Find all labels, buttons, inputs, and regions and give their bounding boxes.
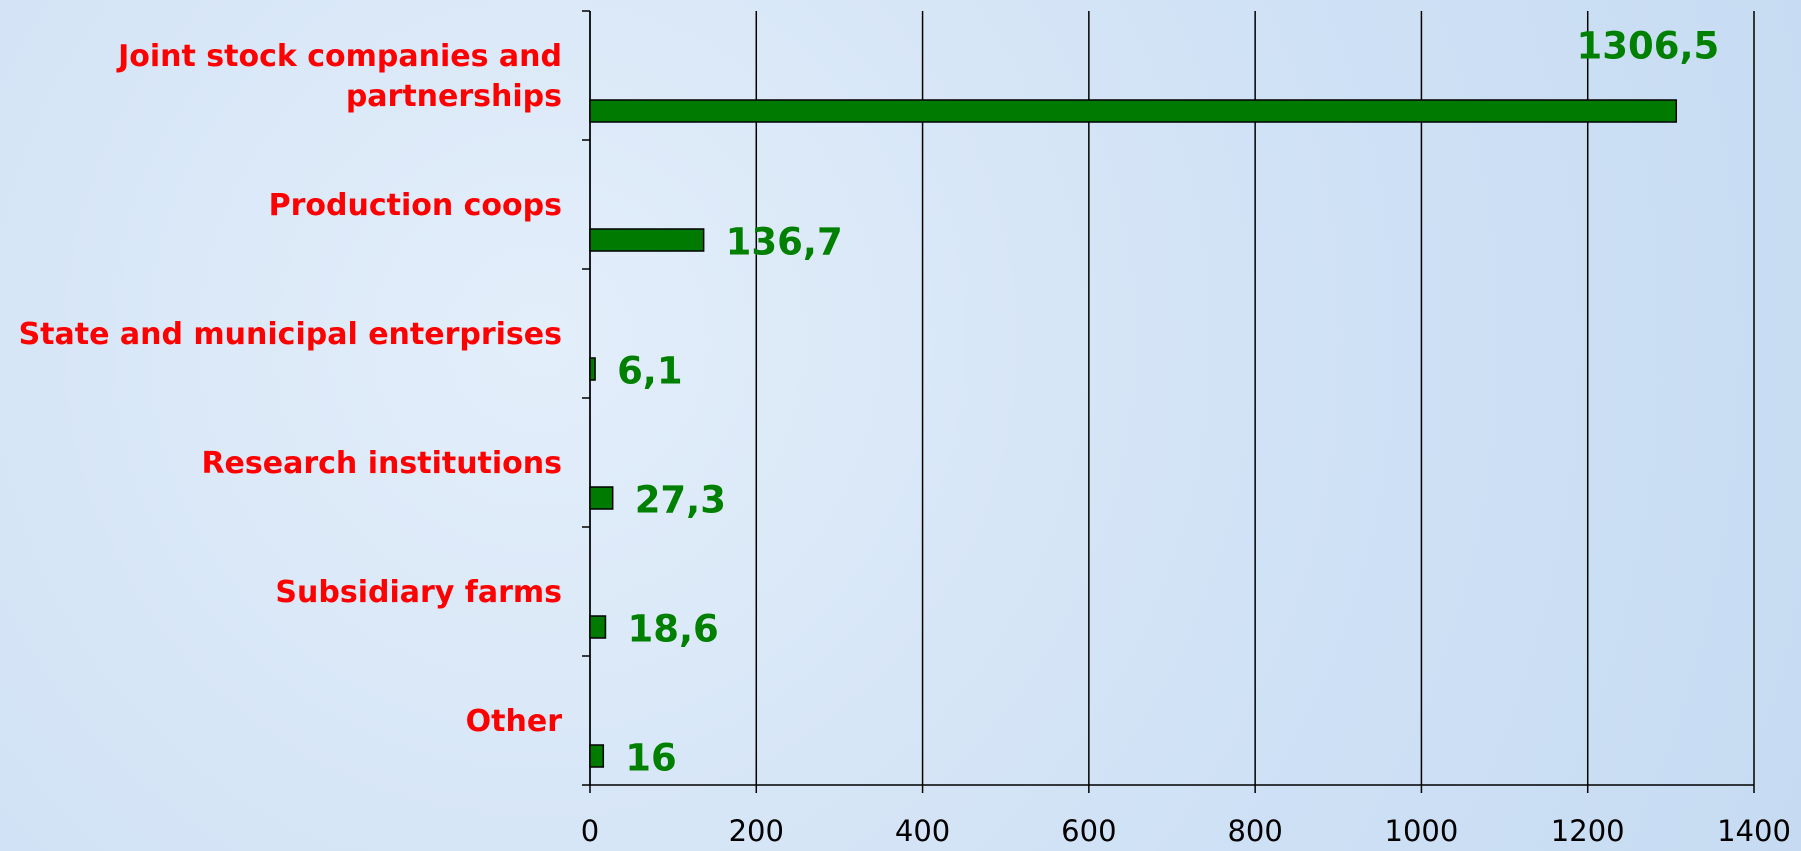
y-tick-label: Joint stock companies and partnerships (118, 39, 562, 114)
x-tick-label: 800 (1227, 814, 1282, 848)
value-label: 1306,5 (1576, 25, 1719, 68)
y-tick-label: State and municipal enterprises (18, 317, 562, 352)
y-tick-label: Production coops (268, 188, 562, 223)
bar (589, 357, 596, 381)
bar (589, 228, 705, 252)
x-tick-label: 1200 (1551, 814, 1625, 848)
y-tick-label: Other (465, 704, 562, 739)
y-tick-label: Research institutions (201, 446, 562, 481)
bar (589, 99, 1678, 123)
value-label: 18,6 (627, 608, 718, 651)
bar (589, 486, 614, 510)
value-label: 27,3 (635, 479, 726, 522)
y-tick-label: Subsidiary farms (275, 575, 562, 610)
x-tick-label: 1000 (1385, 814, 1459, 848)
x-tick-label: 0 (581, 814, 599, 848)
x-tick-label: 1400 (1717, 814, 1791, 848)
x-tick-label: 600 (1061, 814, 1116, 848)
x-tick-label: 400 (895, 814, 950, 848)
bar (589, 744, 605, 768)
value-label: 6,1 (617, 350, 683, 393)
value-label: 136,7 (726, 221, 843, 264)
x-tick-label: 200 (729, 814, 784, 848)
bar (589, 615, 607, 639)
value-label: 16 (625, 737, 677, 780)
